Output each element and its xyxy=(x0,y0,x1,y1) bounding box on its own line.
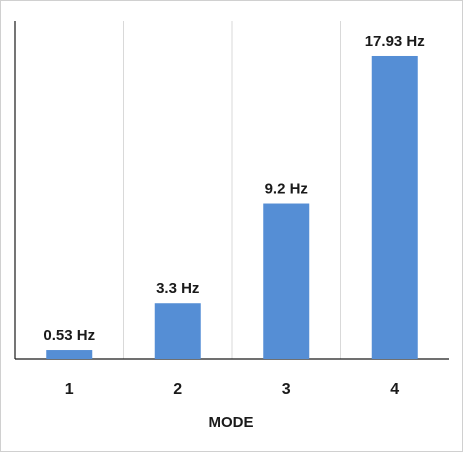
bars xyxy=(46,55,418,359)
data-labels: 0.53 Hz 3.3 Hz 9.2 Hz 17.93 Hz xyxy=(43,33,424,344)
x-tick-label-4: 4 xyxy=(390,381,399,398)
x-tick-labels: 1 2 3 4 xyxy=(65,381,400,398)
bar-mode-2 xyxy=(154,303,201,359)
bar-mode-4 xyxy=(371,55,418,359)
data-label-mode-4: 17.93 Hz xyxy=(365,33,425,50)
bar-mode-1 xyxy=(46,350,93,359)
grid-lines xyxy=(123,21,341,359)
x-tick-label-1: 1 xyxy=(65,381,74,398)
data-label-mode-3: 9.2 Hz xyxy=(265,181,308,198)
bar-mode-3 xyxy=(263,203,310,359)
x-tick-label-3: 3 xyxy=(282,381,291,398)
x-tick-label-2: 2 xyxy=(173,381,182,398)
x-axis-title: MODE xyxy=(209,414,254,431)
data-label-mode-2: 3.3 Hz xyxy=(156,280,199,297)
data-label-mode-1: 0.53 Hz xyxy=(43,327,95,344)
